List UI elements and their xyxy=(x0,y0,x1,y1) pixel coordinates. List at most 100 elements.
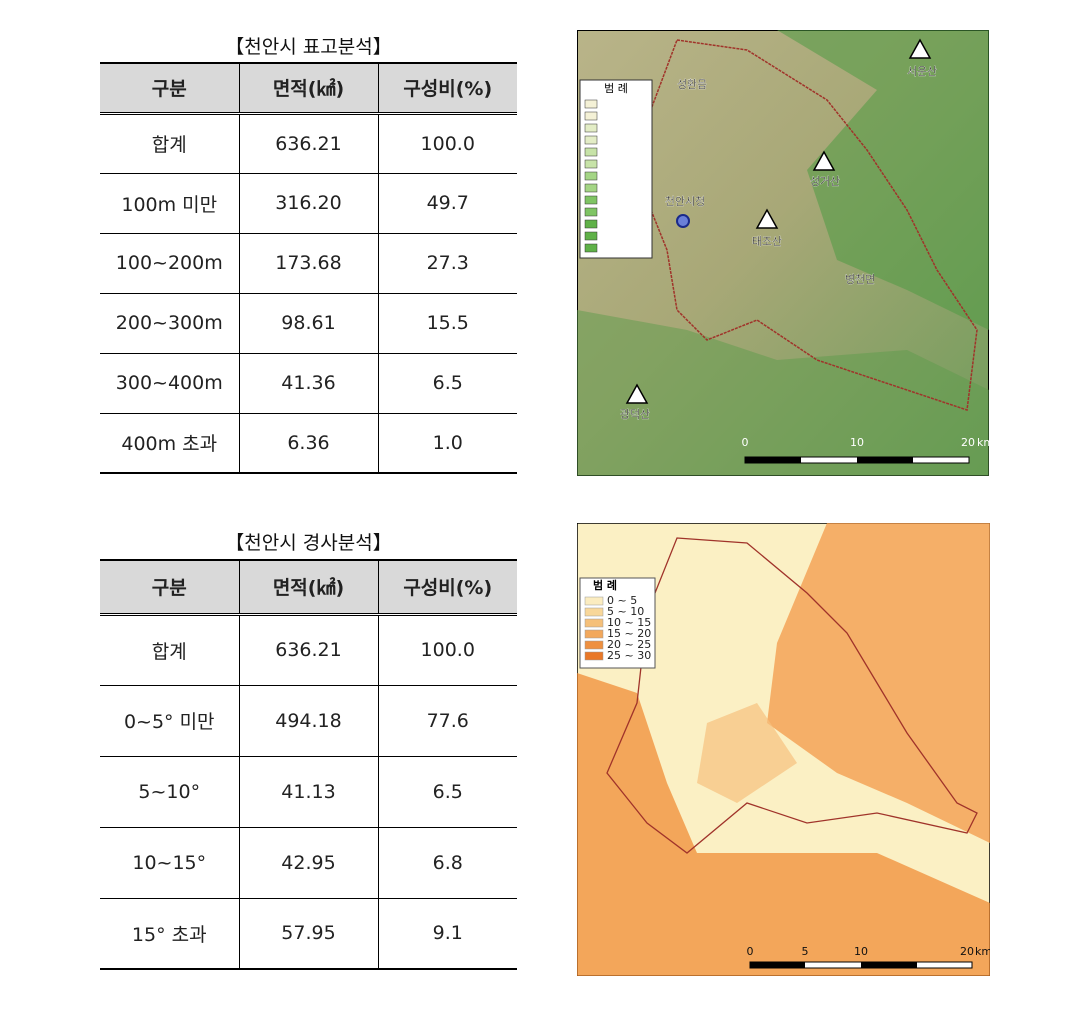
elevation-table: 구분 면적(㎢) 구성비(%) 합계 636.21 100.0 100m 미만 316.20 4… xyxy=(100,62,517,474)
table-cell: 100~200m xyxy=(100,232,239,293)
table-row: 15° 초과 57.95 9.1 xyxy=(100,897,517,970)
table-row: 합계 636.21 100.0 xyxy=(100,112,517,173)
legend-swatch xyxy=(584,207,598,217)
table-cell: 10~15° xyxy=(100,826,239,898)
table-cell: 636.21 xyxy=(238,613,378,685)
table-row: 5~10° 41.13 6.5 xyxy=(100,755,517,827)
scale-label: 5 xyxy=(802,945,809,958)
legend-swatch xyxy=(584,111,598,121)
terrain xyxy=(697,703,797,803)
legend-label: 20 ~ 25 xyxy=(607,638,651,651)
legend-label: 15 ~ 20 xyxy=(607,627,651,640)
table-row: 300~400m 41.36 6.5 xyxy=(100,352,517,413)
legend-swatch xyxy=(584,159,598,169)
table-cell: 1.0 xyxy=(377,412,517,474)
legend-swatch xyxy=(584,219,598,229)
legend-swatch xyxy=(584,171,598,181)
scale-label: 10 xyxy=(850,436,864,449)
table-cell: 173.68 xyxy=(238,232,378,293)
scale-label: 0 xyxy=(742,436,749,449)
boundary xyxy=(606,537,978,854)
header-row: 구분 면적(㎢) 구성비(%) xyxy=(100,559,517,616)
table-cell: 9.1 xyxy=(377,897,517,970)
legend-swatch xyxy=(584,618,604,628)
scale-label: 0 xyxy=(747,945,754,958)
table-cell: 77.6 xyxy=(377,684,517,756)
table-cell: 400m 초과 xyxy=(100,412,239,474)
map-label: 천안시청 xyxy=(665,194,705,208)
legend-swatch xyxy=(584,147,598,157)
table-cell: 100m 미만 xyxy=(100,172,239,233)
table-cell: 41.13 xyxy=(238,755,378,827)
legend-swatch xyxy=(584,231,598,241)
legend-title: 범 례 xyxy=(604,82,628,95)
header-cell: 구분 xyxy=(100,62,239,115)
terrain xyxy=(767,523,990,843)
table-cell: 100.0 xyxy=(377,112,517,173)
table-cell: 15.5 xyxy=(377,292,517,353)
legend-label: 0 ~ 5 xyxy=(607,594,637,607)
table-title: 【천안시 표고분석】 xyxy=(225,36,392,58)
legend-swatch xyxy=(584,135,598,145)
legend-swatch xyxy=(584,640,604,650)
map-label: 병천면 xyxy=(845,272,875,286)
legend-swatch xyxy=(584,99,598,109)
legend-title: 범 례 xyxy=(593,578,617,592)
map-label: 서운산 xyxy=(907,65,937,78)
table-title: 【천안시 경사분석】 xyxy=(225,532,392,554)
table-cell: 300~400m xyxy=(100,352,239,413)
scale-label: 10 xyxy=(854,945,868,958)
legend-swatch xyxy=(584,183,598,193)
map-label: 태조산 xyxy=(752,235,782,248)
table-row: 400m 초과 6.36 1.0 xyxy=(100,412,517,474)
boundary xyxy=(646,39,978,412)
map-label: 성거산 xyxy=(810,175,840,188)
table-cell: 6.5 xyxy=(377,352,517,413)
scale-label: 20 xyxy=(960,945,974,958)
table-row: 100m 미만 316.20 49.7 xyxy=(100,172,517,233)
legend-box xyxy=(579,79,653,259)
legend-swatch xyxy=(584,596,604,606)
table-cell: 42.95 xyxy=(238,826,378,898)
table-cell: 41.36 xyxy=(238,352,378,413)
legend-swatch xyxy=(584,629,604,639)
legend-swatch xyxy=(584,195,598,205)
table-cell: 200~300m xyxy=(100,292,239,353)
legend-swatch xyxy=(584,243,598,253)
table-row: 200~300m 98.61 15.5 xyxy=(100,292,517,353)
terrain xyxy=(577,310,989,476)
table-cell: 316.20 xyxy=(238,172,378,233)
terrain xyxy=(577,673,990,976)
legend-swatch xyxy=(584,123,598,133)
table-cell: 494.18 xyxy=(238,684,378,756)
table-cell: 합계 xyxy=(100,613,239,685)
legend-label: 25 ~ 30 xyxy=(607,649,651,662)
table-cell: 5~10° xyxy=(100,755,239,827)
legend-swatch xyxy=(584,651,604,661)
legend-label: 5 ~ 10 xyxy=(607,605,644,618)
legend-label: 10 ~ 15 xyxy=(607,616,651,629)
scale-label: km xyxy=(977,436,989,449)
map-label: 광덕산 xyxy=(620,408,650,421)
slope-table: 구분 면적(㎢) 구성비(%) 합계 636.21 100.0 0~5° 미만 494.18 7… xyxy=(100,559,517,970)
table-cell: 636.21 xyxy=(238,112,378,173)
table-cell: 0~5° 미만 xyxy=(100,684,239,756)
table-cell: 57.95 xyxy=(238,897,378,970)
table-cell: 6.36 xyxy=(238,412,378,474)
table-cell: 100.0 xyxy=(377,613,517,685)
legend-swatch xyxy=(584,607,604,617)
scale-label: 20 xyxy=(961,436,975,449)
table-cell: 49.7 xyxy=(377,172,517,233)
header-cell: 구성비(%) xyxy=(377,559,517,616)
table-row: 0~5° 미만 494.18 77.6 xyxy=(100,684,517,756)
terrain xyxy=(777,30,989,330)
table-cell: 15° 초과 xyxy=(100,897,239,970)
header-cell: 구성비(%) xyxy=(377,62,517,115)
header-cell: 면적(㎢) xyxy=(238,62,378,115)
table-cell: 27.3 xyxy=(377,232,517,293)
table-row: 100~200m 173.68 27.3 xyxy=(100,232,517,293)
header-cell: 구분 xyxy=(100,559,239,616)
